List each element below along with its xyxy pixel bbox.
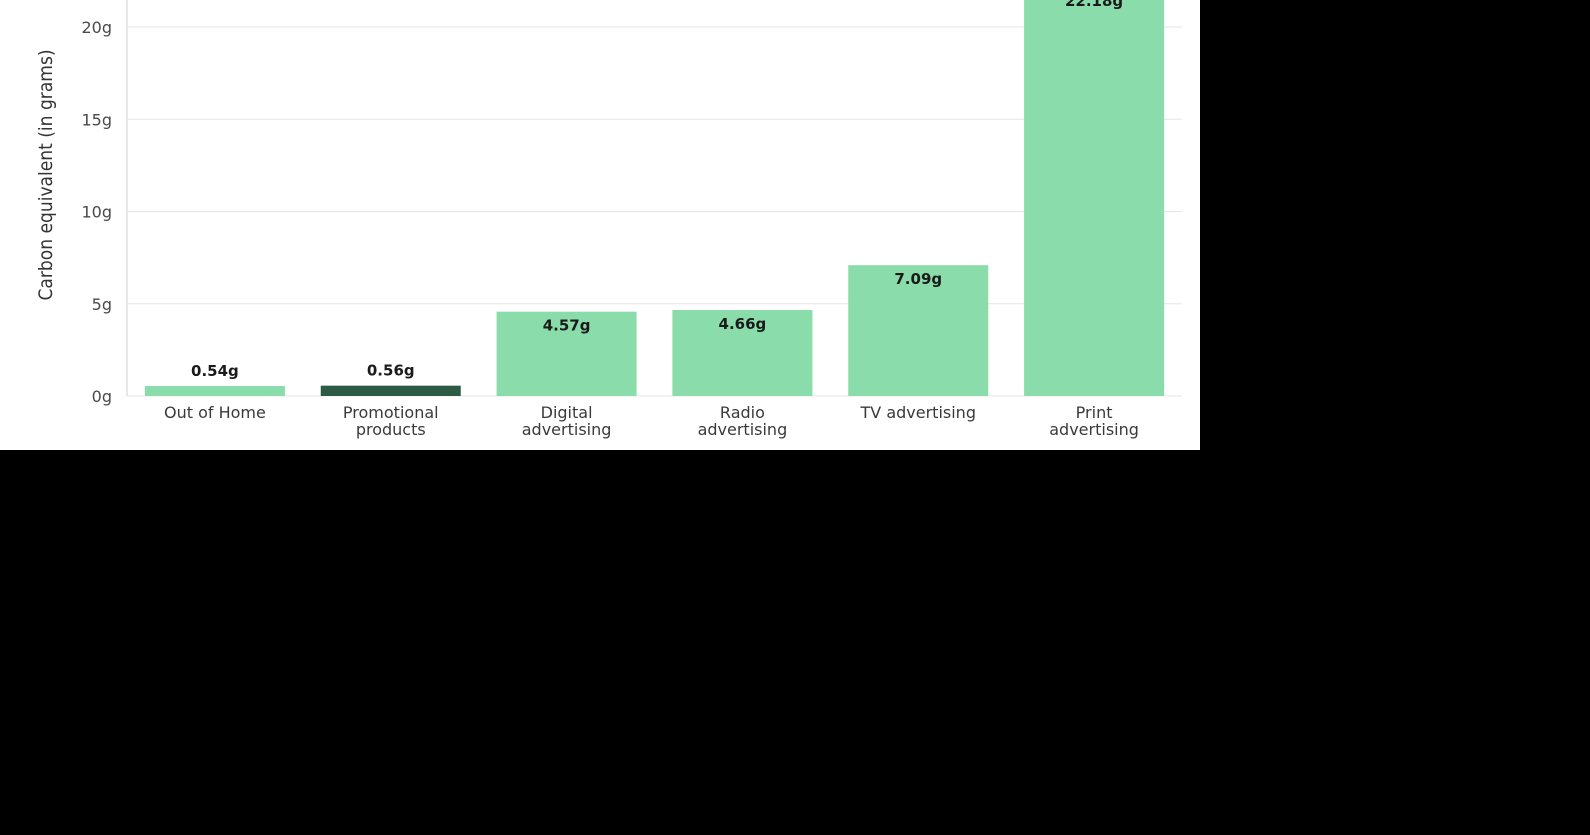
y-tick-label: 15g	[81, 110, 112, 129]
x-tick-label: Promotional products	[343, 403, 439, 439]
y-axis: 0g 5g 10g 15g 20g	[81, 18, 112, 406]
data-label: 4.57g	[543, 317, 591, 335]
y-tick-label: 0g	[92, 387, 112, 406]
y-tick-label: 5g	[92, 295, 112, 314]
bars	[144, 0, 1165, 397]
x-tick-label-line: Digital	[541, 403, 593, 422]
y-tick-label: 20g	[81, 18, 112, 37]
bar	[320, 385, 461, 396]
bar	[496, 311, 637, 396]
data-labels: 0.54g 0.56g 4.57g 4.66g 7.09g 22.18g	[191, 0, 1123, 380]
x-tick-label: Digital advertising	[522, 403, 612, 439]
bar	[848, 265, 989, 396]
bar	[672, 310, 813, 396]
data-label: 0.54g	[191, 362, 239, 380]
x-tick-label: Print advertising	[1049, 403, 1139, 439]
chart-panel: 0g 5g 10g 15g 20g Out of Home Promotional prod…	[0, 0, 1200, 450]
bar	[144, 386, 285, 396]
x-tick-label-line: TV advertising	[860, 403, 976, 422]
x-tick-label-line: Radio	[720, 403, 765, 422]
x-tick-label: Out of Home	[164, 403, 266, 422]
data-label: 7.09g	[894, 270, 942, 288]
bar	[1024, 0, 1165, 397]
y-tick-label: 10g	[81, 203, 112, 222]
x-tick-label-line: advertising	[1049, 420, 1139, 439]
x-tick-label-line: products	[356, 420, 426, 439]
x-tick-label-line: Out of Home	[164, 403, 266, 422]
data-label: 22.18g	[1065, 0, 1123, 10]
x-tick-label-line: Print	[1076, 403, 1113, 422]
grid-lines	[126, 0, 1182, 397]
x-tick-label-line: Promotional	[343, 403, 439, 422]
bar-chart: 0g 5g 10g 15g 20g Out of Home Promotional prod…	[35, 0, 1182, 439]
data-label: 4.66g	[719, 315, 767, 333]
x-tick-label-line: advertising	[698, 420, 788, 439]
x-tick-label: TV advertising	[860, 403, 976, 422]
x-tick-label-line: advertising	[522, 420, 612, 439]
y-axis-title: Carbon equivalent (in grams)	[35, 49, 57, 300]
x-tick-label: Radio advertising	[698, 403, 788, 439]
data-label: 0.56g	[367, 362, 415, 380]
